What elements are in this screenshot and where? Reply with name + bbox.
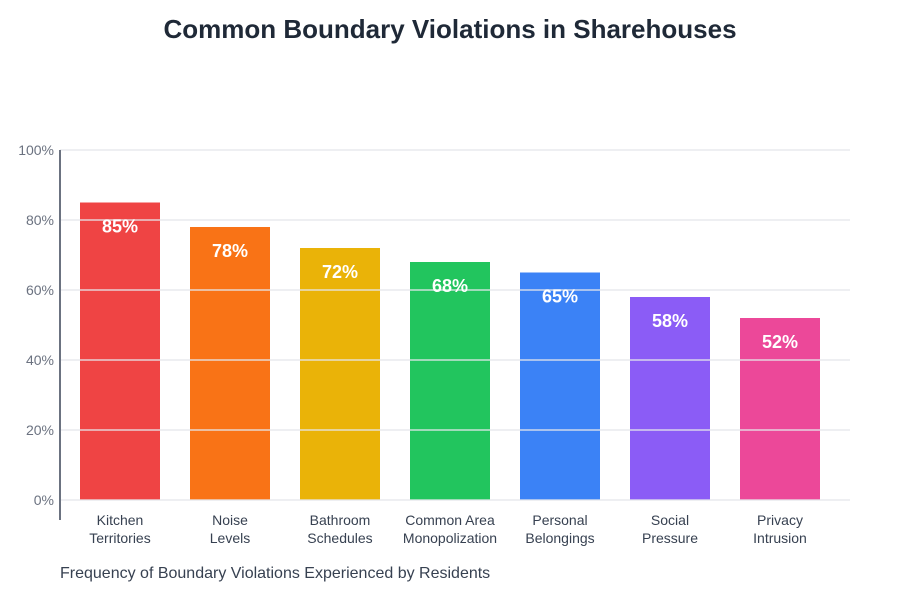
x-tick-label: Privacy — [757, 512, 803, 528]
data-label: 72% — [322, 262, 358, 282]
x-tick-label: Bathroom — [310, 512, 371, 528]
x-tick-label: Personal — [532, 512, 587, 528]
y-tick-label: 0% — [34, 492, 54, 508]
bar-1 — [190, 227, 270, 500]
x-tick-label: Schedules — [307, 530, 372, 546]
data-label: 68% — [432, 276, 468, 296]
bar-3 — [410, 262, 490, 500]
y-tick-label: 40% — [26, 352, 54, 368]
data-label: 78% — [212, 241, 248, 261]
y-tick-label: 20% — [26, 422, 54, 438]
x-tick-label: Social — [651, 512, 689, 528]
data-label: 85% — [102, 217, 138, 237]
y-tick-label: 80% — [26, 212, 54, 228]
data-label: 58% — [652, 311, 688, 331]
x-tick-label: Monopolization — [403, 530, 497, 546]
x-tick-label: Levels — [210, 530, 250, 546]
bar-4 — [520, 272, 600, 500]
chart-title: Common Boundary Violations in Sharehouse… — [163, 14, 737, 44]
y-tick-label: 60% — [26, 282, 54, 298]
y-tick-label: 100% — [18, 142, 54, 158]
data-label: 52% — [762, 332, 798, 352]
bar-0 — [80, 202, 160, 500]
chart-caption: Frequency of Boundary Violations Experie… — [60, 565, 491, 582]
x-tick-label: Kitchen — [97, 512, 144, 528]
bar-6 — [740, 318, 820, 500]
x-tick-label: Territories — [89, 530, 150, 546]
bar-2 — [300, 248, 380, 500]
bar-5 — [630, 297, 710, 500]
x-tick-label: Noise — [212, 512, 248, 528]
x-tick-label: Pressure — [642, 530, 698, 546]
x-tick-label: Belongings — [525, 530, 594, 546]
x-tick-label: Common Area — [405, 512, 495, 528]
data-label: 65% — [542, 287, 578, 307]
x-tick-label: Intrusion — [753, 530, 807, 546]
